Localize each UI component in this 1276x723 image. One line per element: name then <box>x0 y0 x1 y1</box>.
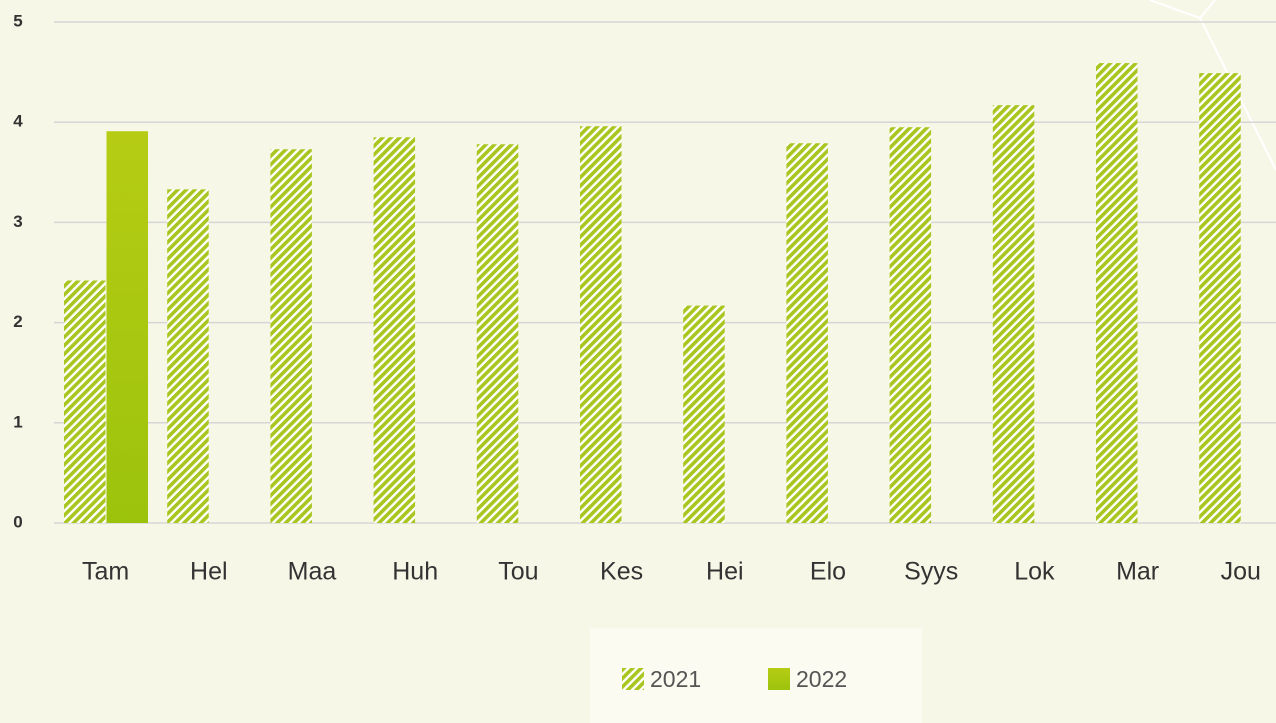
legend-swatch <box>768 668 790 690</box>
x-tick-label: Tou <box>498 558 538 586</box>
x-tick-label: Jou <box>1221 558 1261 586</box>
bar <box>167 189 209 524</box>
x-tick-label: Hel <box>190 558 228 586</box>
legend-box <box>590 628 922 723</box>
bar <box>1096 63 1138 523</box>
x-tick-label: Elo <box>810 558 846 586</box>
bar <box>889 127 932 524</box>
y-tick-label: 4 <box>13 112 23 131</box>
bar <box>106 131 148 523</box>
bar <box>683 305 725 523</box>
x-tick-label: Huh <box>392 558 438 586</box>
bar <box>64 280 106 523</box>
y-tick-label: 5 <box>13 11 22 30</box>
bar <box>270 149 312 523</box>
legend-label: 2021 <box>650 666 701 692</box>
bar <box>373 137 416 524</box>
x-tick-label: Tam <box>82 558 129 586</box>
bar <box>580 126 622 523</box>
legend-label: 2022 <box>796 666 847 692</box>
bar <box>992 105 1035 523</box>
y-tick-label: 1 <box>13 412 22 431</box>
x-tick-label: Hei <box>706 558 744 586</box>
x-tick-label: Lok <box>1014 558 1055 586</box>
y-tick-label: 3 <box>13 212 22 231</box>
x-tick-label: Kes <box>600 558 643 586</box>
x-tick-label: Mar <box>1116 558 1159 586</box>
x-tick-label: Syys <box>904 558 958 586</box>
bar <box>476 144 519 523</box>
bar <box>1199 73 1241 524</box>
legend-swatch <box>622 668 644 690</box>
decoration <box>1149 0 1276 171</box>
y-tick-label: 2 <box>13 312 22 331</box>
y-tick-label: 0 <box>13 512 22 531</box>
bar <box>786 143 828 523</box>
x-tick-label: Maa <box>288 558 337 586</box>
